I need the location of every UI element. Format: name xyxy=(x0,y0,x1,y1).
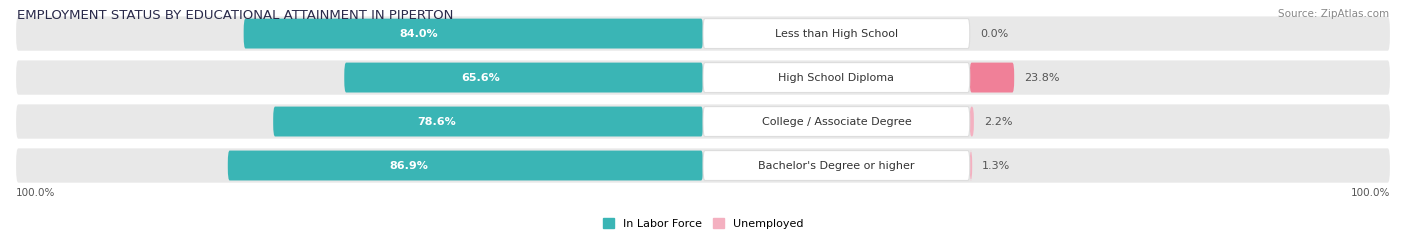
Text: 84.0%: 84.0% xyxy=(399,29,437,39)
Text: 65.6%: 65.6% xyxy=(461,72,501,82)
FancyBboxPatch shape xyxy=(703,106,970,137)
Text: Less than High School: Less than High School xyxy=(775,29,898,39)
FancyBboxPatch shape xyxy=(703,19,970,48)
FancyBboxPatch shape xyxy=(273,106,703,137)
FancyBboxPatch shape xyxy=(970,106,974,137)
Text: 100.0%: 100.0% xyxy=(1351,188,1391,198)
FancyBboxPatch shape xyxy=(15,104,1391,139)
FancyBboxPatch shape xyxy=(344,63,703,93)
Text: Source: ZipAtlas.com: Source: ZipAtlas.com xyxy=(1278,9,1389,19)
FancyBboxPatch shape xyxy=(703,63,970,93)
Legend: In Labor Force, Unemployed: In Labor Force, Unemployed xyxy=(598,214,808,233)
Text: High School Diploma: High School Diploma xyxy=(779,72,894,82)
FancyBboxPatch shape xyxy=(970,151,972,181)
FancyBboxPatch shape xyxy=(703,151,970,181)
Text: 2.2%: 2.2% xyxy=(984,116,1012,127)
Text: 0.0%: 0.0% xyxy=(980,29,1008,39)
FancyBboxPatch shape xyxy=(228,151,703,181)
Text: 86.9%: 86.9% xyxy=(389,161,427,171)
FancyBboxPatch shape xyxy=(15,60,1391,95)
Text: EMPLOYMENT STATUS BY EDUCATIONAL ATTAINMENT IN PIPERTON: EMPLOYMENT STATUS BY EDUCATIONAL ATTAINM… xyxy=(17,9,453,22)
Text: College / Associate Degree: College / Associate Degree xyxy=(762,116,911,127)
FancyBboxPatch shape xyxy=(970,63,1014,93)
Text: 78.6%: 78.6% xyxy=(418,116,456,127)
FancyBboxPatch shape xyxy=(15,16,1391,51)
FancyBboxPatch shape xyxy=(15,148,1391,183)
Text: 1.3%: 1.3% xyxy=(983,161,1011,171)
Text: 23.8%: 23.8% xyxy=(1024,72,1060,82)
Text: Bachelor's Degree or higher: Bachelor's Degree or higher xyxy=(758,161,915,171)
Text: 100.0%: 100.0% xyxy=(15,188,55,198)
FancyBboxPatch shape xyxy=(243,19,703,48)
